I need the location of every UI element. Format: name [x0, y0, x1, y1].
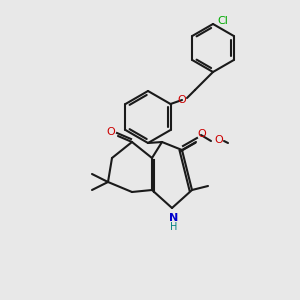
Text: H: H [170, 222, 178, 232]
Text: O: O [106, 127, 116, 137]
Text: O: O [178, 95, 186, 105]
Text: O: O [198, 129, 206, 139]
Text: N: N [169, 213, 178, 223]
Text: Cl: Cl [218, 16, 228, 26]
Text: O: O [214, 135, 224, 145]
